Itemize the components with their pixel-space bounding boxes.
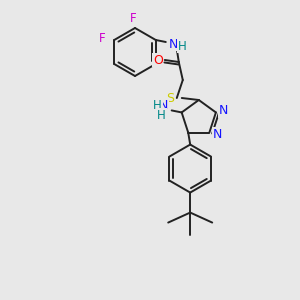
Text: H: H [177, 40, 186, 52]
Text: O: O [153, 53, 163, 67]
Text: N: N [213, 128, 222, 141]
Text: H: H [153, 99, 162, 112]
Text: N: N [159, 99, 168, 112]
Text: N: N [169, 38, 178, 50]
Text: F: F [130, 11, 136, 25]
Text: N: N [219, 104, 229, 117]
Text: F: F [99, 32, 106, 44]
Text: H: H [157, 109, 166, 122]
Text: S: S [166, 92, 174, 104]
